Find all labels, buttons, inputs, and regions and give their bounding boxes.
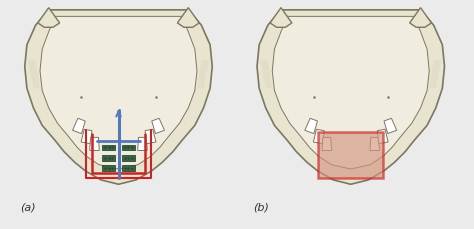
Polygon shape <box>40 16 197 169</box>
Polygon shape <box>384 118 397 134</box>
FancyBboxPatch shape <box>122 155 135 161</box>
Polygon shape <box>257 10 445 184</box>
Polygon shape <box>90 137 100 150</box>
Polygon shape <box>322 137 332 150</box>
Polygon shape <box>81 129 92 144</box>
Polygon shape <box>377 129 388 144</box>
FancyBboxPatch shape <box>102 165 115 171</box>
Polygon shape <box>260 60 272 88</box>
Text: (a): (a) <box>20 203 36 213</box>
FancyBboxPatch shape <box>102 155 115 161</box>
Polygon shape <box>73 118 85 134</box>
Polygon shape <box>429 60 441 88</box>
Polygon shape <box>152 118 164 134</box>
Polygon shape <box>38 8 60 27</box>
Polygon shape <box>370 137 380 150</box>
Polygon shape <box>137 137 147 150</box>
FancyBboxPatch shape <box>122 165 135 171</box>
FancyBboxPatch shape <box>122 144 135 150</box>
Polygon shape <box>270 8 292 27</box>
Polygon shape <box>313 129 324 144</box>
Polygon shape <box>145 129 156 144</box>
Polygon shape <box>28 60 40 88</box>
Polygon shape <box>410 8 431 27</box>
Polygon shape <box>197 60 209 88</box>
Polygon shape <box>272 16 429 169</box>
Polygon shape <box>305 118 318 134</box>
Text: (b): (b) <box>253 203 268 213</box>
Polygon shape <box>25 10 212 184</box>
Polygon shape <box>177 8 199 27</box>
FancyBboxPatch shape <box>318 132 383 178</box>
FancyBboxPatch shape <box>102 144 115 150</box>
